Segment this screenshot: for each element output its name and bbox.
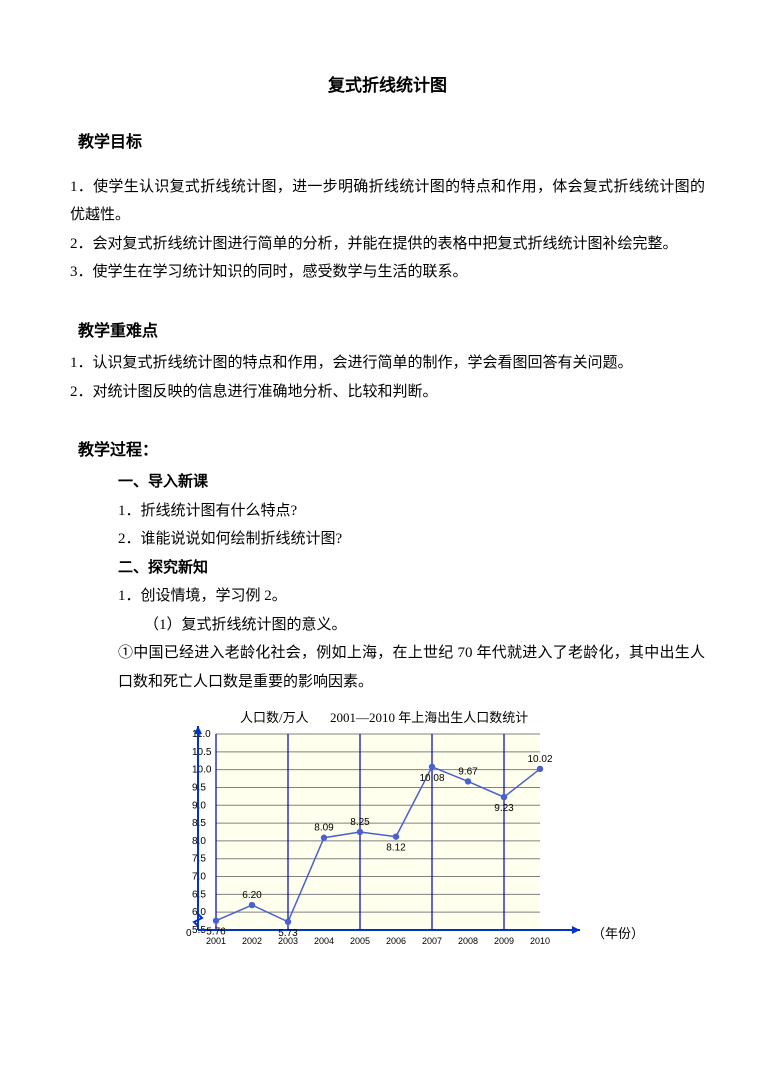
svg-text:6.20: 6.20 [242, 891, 262, 902]
svg-text:7.5: 7.5 [192, 854, 206, 865]
process-sub2-p1: 1．创设情境，学习例 2。 [70, 582, 705, 611]
section-heading-key: 教学重难点 [78, 317, 705, 347]
svg-text:10.02: 10.02 [527, 754, 552, 765]
svg-text:2010: 2010 [530, 936, 550, 946]
chart-xunit: （年份） [592, 922, 644, 947]
svg-text:2006: 2006 [386, 936, 406, 946]
key-p1: 1．认识复式折线统计图的特点和作用，会进行简单的制作，学会看图回答有关问题。 [70, 349, 705, 378]
svg-text:8.25: 8.25 [350, 817, 370, 828]
svg-text:2004: 2004 [314, 936, 334, 946]
section-heading-process: 教学过程： [78, 436, 705, 466]
svg-text:2008: 2008 [458, 936, 478, 946]
svg-text:8.12: 8.12 [386, 843, 406, 854]
svg-text:9.23: 9.23 [494, 804, 514, 815]
svg-text:7.0: 7.0 [192, 872, 206, 883]
svg-text:0: 0 [186, 928, 192, 939]
goals-p1: 1．使学生认识复式折线统计图，进一步明确折线统计图的特点和作用，体会复式折线统计… [70, 173, 705, 230]
svg-text:9.5: 9.5 [192, 783, 206, 794]
process-sub2-p3: ①中国已经进入老龄化社会，例如上海，在上世纪 70 年代就进入了老龄化，其中出生… [70, 639, 705, 696]
svg-text:10.0: 10.0 [192, 765, 212, 776]
process-sub1-q2: 2．谁能说说如何绘制折线统计图? [70, 525, 705, 554]
svg-text:9.67: 9.67 [458, 767, 478, 778]
svg-text:8.5: 8.5 [192, 819, 206, 830]
svg-text:9.0: 9.0 [192, 801, 206, 812]
process-sub2-heading: 二、探究新知 [70, 554, 705, 583]
process-sub1-heading: 一、导入新课 [70, 468, 705, 497]
svg-text:2002: 2002 [242, 936, 262, 946]
goals-p3: 3．使学生在学习统计知识的同时，感受数学与生活的联系。 [70, 258, 705, 287]
svg-text:5.76: 5.76 [206, 927, 226, 938]
svg-text:2005: 2005 [350, 936, 370, 946]
svg-text:2007: 2007 [422, 936, 442, 946]
birth-population-chart: 人口数/万人 2001—2010 年上海出生人口数统计 5.56.06.57.0… [170, 706, 690, 966]
svg-text:8.09: 8.09 [314, 823, 334, 834]
svg-text:6.5: 6.5 [192, 890, 206, 901]
section-heading-goals: 教学目标 [78, 128, 705, 158]
process-sub1-q1: 1．折线统计图有什么特点? [70, 497, 705, 526]
doc-title: 复式折线统计图 [70, 70, 705, 102]
svg-text:8.0: 8.0 [192, 836, 206, 847]
key-p2: 2．对统计图反映的信息进行准确地分析、比较和判断。 [70, 378, 705, 407]
svg-text:2009: 2009 [494, 936, 514, 946]
svg-text:10.08: 10.08 [419, 773, 444, 784]
chart-svg: 5.56.06.57.07.58.08.59.09.510.010.511.00… [170, 722, 600, 962]
goals-p2: 2．会对复式折线统计图进行简单的分析，并能在提供的表格中把复式折线统计图补绘完整… [70, 230, 705, 259]
svg-text:10.5: 10.5 [192, 747, 212, 758]
process-sub2-p2: （1）复式折线统计图的意义。 [70, 611, 705, 640]
svg-text:5.73: 5.73 [278, 928, 298, 939]
svg-text:11.0: 11.0 [192, 729, 211, 740]
